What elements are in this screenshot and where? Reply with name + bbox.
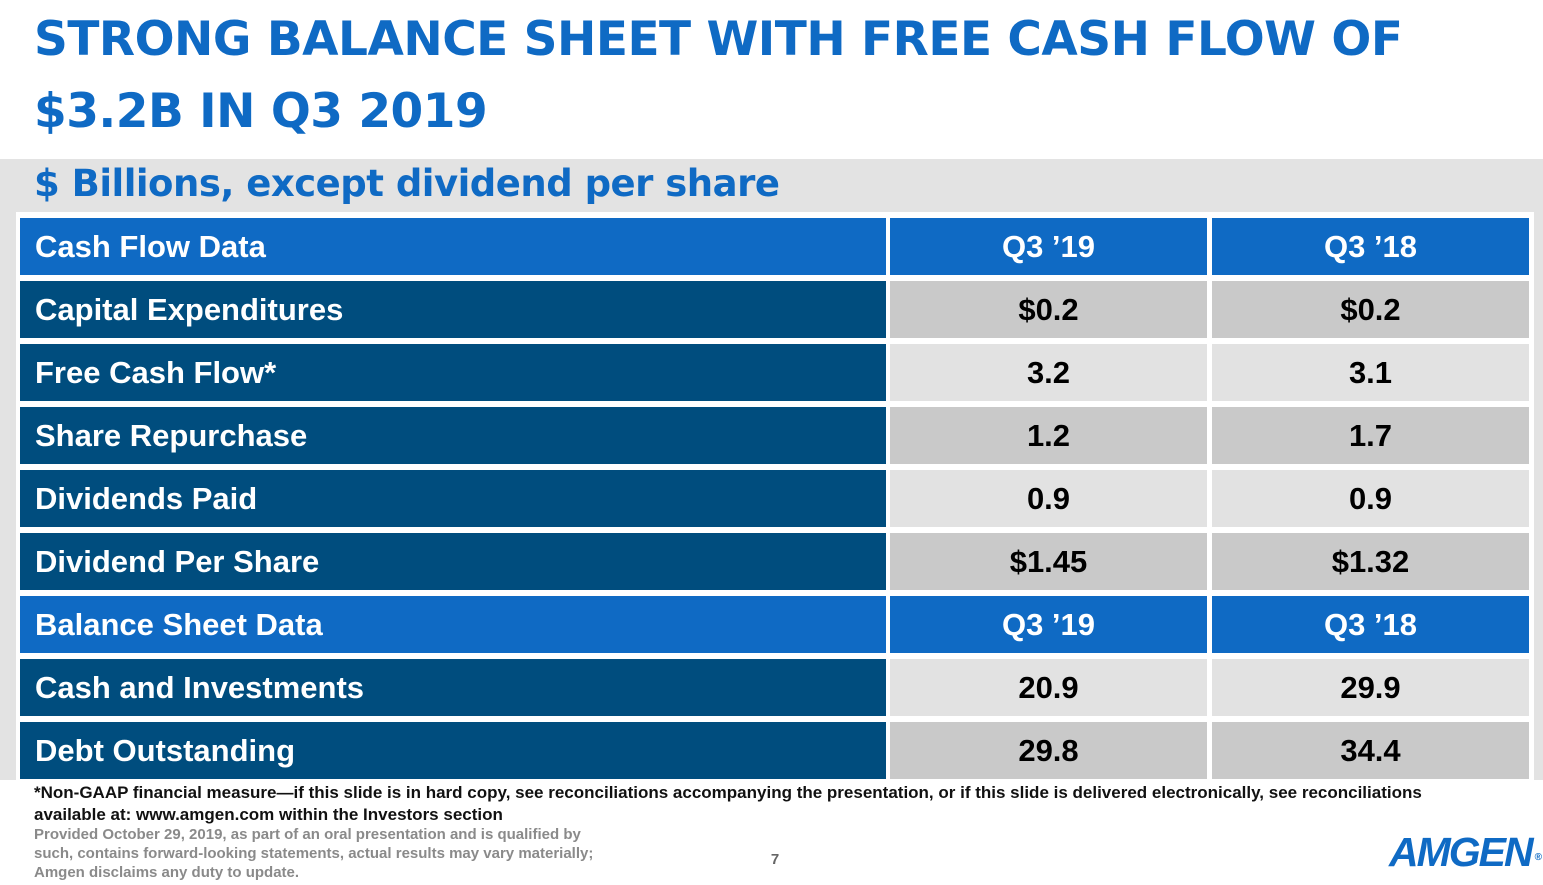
row-label: Dividends Paid — [20, 470, 886, 527]
table-row-debt-outstanding: Debt Outstanding 29.8 34.4 — [16, 722, 1534, 779]
financial-table: Cash Flow Data Q3 ’19 Q3 ’18 Capital Exp… — [16, 212, 1534, 782]
row-label: Capital Expenditures — [20, 281, 886, 338]
row-value-q3-19: 0.9 — [890, 470, 1207, 527]
row-value-q3-18: $1.32 — [1212, 533, 1529, 590]
forward-looking-disclaimer: Provided October 29, 2019, as part of an… — [34, 826, 594, 881]
registered-mark: ® — [1534, 852, 1542, 863]
table-row-share-repurchase: Share Repurchase 1.2 1.7 — [16, 407, 1534, 464]
balance-sheet-header-label: Balance Sheet Data — [20, 596, 886, 653]
row-value-q3-19: $0.2 — [890, 281, 1207, 338]
cash-flow-header-q3-19: Q3 ’19 — [890, 218, 1207, 275]
logo-text: AMGEN — [1389, 829, 1534, 875]
table-row-dividends-paid: Dividends Paid 0.9 0.9 — [16, 470, 1534, 527]
cash-flow-header-label: Cash Flow Data — [20, 218, 886, 275]
amgen-logo: AMGEN ® — [1389, 828, 1542, 876]
row-label: Dividend Per Share — [20, 533, 886, 590]
table-row-free-cash-flow: Free Cash Flow* 3.2 3.1 — [16, 344, 1534, 401]
row-label: Cash and Investments — [20, 659, 886, 716]
balance-sheet-header-row: Balance Sheet Data Q3 ’19 Q3 ’18 — [16, 596, 1534, 653]
row-value-q3-18: 34.4 — [1212, 722, 1529, 779]
slide-title: STRONG BALANCE SHEET WITH FREE CASH FLOW… — [34, 12, 1403, 139]
page-number: 7 — [770, 851, 780, 868]
row-value-q3-19: 3.2 — [890, 344, 1207, 401]
row-value-q3-18: 3.1 — [1212, 344, 1529, 401]
row-label: Free Cash Flow* — [20, 344, 886, 401]
row-value-q3-18: 0.9 — [1212, 470, 1529, 527]
row-value-q3-19: $1.45 — [890, 533, 1207, 590]
cash-flow-header-row: Cash Flow Data Q3 ’19 Q3 ’18 — [16, 218, 1534, 275]
table-row-cash-and-investments: Cash and Investments 20.9 29.9 — [16, 659, 1534, 716]
cash-flow-header-q3-18: Q3 ’18 — [1212, 218, 1529, 275]
table-row-dividend-per-share: Dividend Per Share $1.45 $1.32 — [16, 533, 1534, 590]
table-row-capital-expenditures: Capital Expenditures $0.2 $0.2 — [16, 281, 1534, 338]
row-value-q3-19: 29.8 — [890, 722, 1207, 779]
row-value-q3-18: 1.7 — [1212, 407, 1529, 464]
row-value-q3-18: $0.2 — [1212, 281, 1529, 338]
row-label: Debt Outstanding — [20, 722, 886, 779]
slide-subtitle: $ Billions, except dividend per share — [34, 162, 780, 205]
balance-sheet-header-q3-19: Q3 ’19 — [890, 596, 1207, 653]
non-gaap-footnote: *Non-GAAP financial measure—if this slid… — [34, 783, 1422, 824]
row-value-q3-19: 1.2 — [890, 407, 1207, 464]
row-label: Share Repurchase — [20, 407, 886, 464]
row-value-q3-18: 29.9 — [1212, 659, 1529, 716]
balance-sheet-header-q3-18: Q3 ’18 — [1212, 596, 1529, 653]
row-value-q3-19: 20.9 — [890, 659, 1207, 716]
